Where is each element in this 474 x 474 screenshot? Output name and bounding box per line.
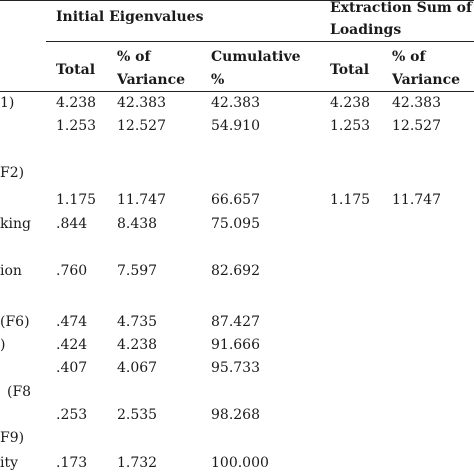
- col-header-cumulative-line1: Cumulative: [211, 49, 301, 65]
- cell-cumulative: 87.427: [211, 314, 260, 330]
- cell-initial-total: .474: [56, 314, 88, 330]
- row-label: (F6): [0, 314, 30, 330]
- cell-extraction-total: 4.238: [330, 95, 371, 111]
- cell-initial-total: .173: [56, 455, 88, 471]
- col-header-extraction-total: Total: [330, 62, 370, 78]
- table-top-rule: [0, 0, 474, 1]
- group-header-extraction-line2: Loadings: [330, 22, 402, 38]
- cell-extraction-pct: 11.747: [392, 192, 441, 208]
- cell-initial-total: .760: [56, 263, 88, 279]
- row-label: F2): [0, 165, 25, 181]
- group-header-extraction-line1: Extraction Sum of: [330, 0, 472, 16]
- row-label: (F8: [7, 384, 32, 400]
- cell-initial-pct: 4.735: [117, 314, 158, 330]
- col-header-cumulative-line2: %: [211, 72, 225, 88]
- cell-cumulative: 98.268: [211, 407, 260, 423]
- col-header-initial-pct-line1: % of: [117, 49, 151, 65]
- row-label: ): [0, 337, 6, 353]
- row-label: 1): [0, 95, 15, 111]
- cell-cumulative: 75.095: [211, 216, 260, 232]
- cell-initial-pct: 4.238: [117, 337, 158, 353]
- col-header-extraction-pct-line1: % of: [392, 49, 426, 65]
- cell-initial-total: 1.175: [56, 192, 97, 208]
- row-label: F9): [0, 430, 25, 446]
- cell-cumulative: 95.733: [211, 360, 260, 376]
- col-header-initial-total: Total: [56, 62, 96, 78]
- cell-cumulative: 82.692: [211, 263, 260, 279]
- cell-initial-total: .424: [56, 337, 88, 353]
- cell-initial-pct: 42.383: [117, 95, 166, 111]
- cell-initial-total: .844: [56, 216, 88, 232]
- cell-initial-pct: 11.747: [117, 192, 166, 208]
- cell-initial-pct: 8.438: [117, 216, 158, 232]
- cell-initial-pct: 1.732: [117, 455, 158, 471]
- col-header-extraction-pct-line2: Variance: [392, 72, 461, 88]
- col-header-initial-pct-line2: Variance: [117, 72, 186, 88]
- cell-extraction-total: 1.253: [330, 118, 371, 134]
- cell-initial-pct: 7.597: [117, 263, 158, 279]
- cell-initial-total: .407: [56, 360, 88, 376]
- cell-cumulative: 91.666: [211, 337, 260, 353]
- row-label: king: [0, 216, 31, 232]
- cell-extraction-pct: 42.383: [392, 95, 441, 111]
- cell-extraction-pct: 12.527: [392, 118, 441, 134]
- column-header-rule: [0, 91, 474, 92]
- cell-initial-total: .253: [56, 407, 88, 423]
- cell-initial-total: 1.253: [56, 118, 97, 134]
- cell-initial-pct: 2.535: [117, 407, 158, 423]
- group-header-rule: [46, 41, 474, 42]
- row-label: ion: [0, 263, 22, 279]
- cell-initial-total: 4.238: [56, 95, 97, 111]
- cell-cumulative: 66.657: [211, 192, 260, 208]
- cell-extraction-total: 1.175: [330, 192, 371, 208]
- cell-initial-pct: 4.067: [117, 360, 158, 376]
- cell-cumulative: 42.383: [211, 95, 260, 111]
- row-label: ity: [0, 455, 19, 471]
- cell-cumulative: 100.000: [211, 455, 269, 471]
- group-header-initial-eigenvalues: Initial Eigenvalues: [56, 9, 204, 25]
- cell-cumulative: 54.910: [211, 118, 260, 134]
- cell-initial-pct: 12.527: [117, 118, 166, 134]
